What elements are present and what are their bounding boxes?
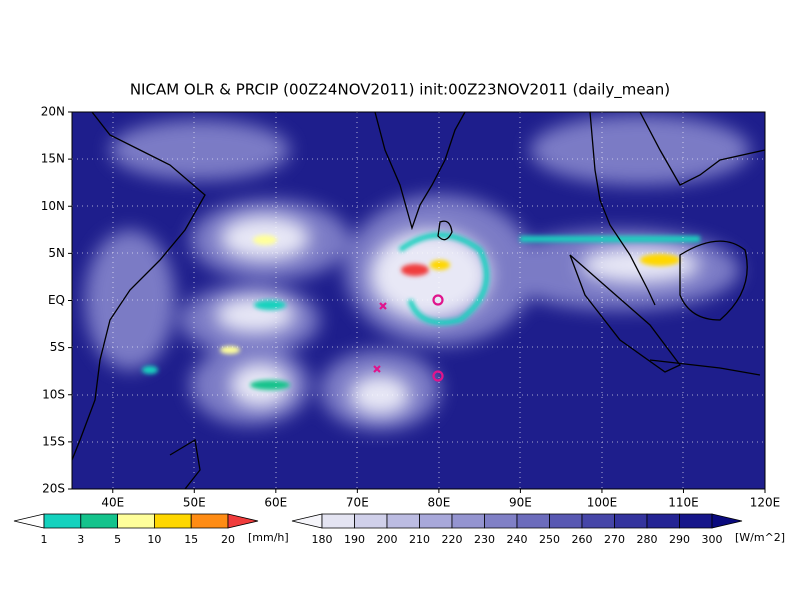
colorbar-label: 10 — [147, 533, 161, 546]
colorbar-unit: [W/m^2] — [735, 531, 785, 544]
colorbar-label: 270 — [604, 533, 625, 546]
lon-label: 90E — [509, 496, 532, 510]
lat-label: 20S — [42, 482, 65, 496]
colorbar-label: 5 — [114, 533, 121, 546]
colorbar-swatch — [291, 513, 323, 529]
lat-label: 20N — [41, 105, 65, 119]
map-image — [72, 112, 765, 489]
colorbar-swatch — [516, 513, 550, 529]
colorbar-label: 15 — [184, 533, 198, 546]
lat-label: 15N — [41, 152, 65, 166]
colorbar-unit: [mm/h] — [248, 531, 289, 544]
lon-label: 100E — [587, 496, 618, 510]
colorbar-label: 1 — [41, 533, 48, 546]
lon-label: 60E — [264, 496, 287, 510]
colorbar-swatch — [321, 513, 355, 529]
colorbar-label: 3 — [77, 533, 84, 546]
colorbar-swatch — [386, 513, 420, 529]
colorbar-label: 200 — [377, 533, 398, 546]
lon-label: 110E — [668, 496, 699, 510]
colorbar-swatch — [451, 513, 485, 529]
lon-label: 70E — [346, 496, 369, 510]
colorbar-swatch — [614, 513, 648, 529]
lat-label: 5N — [48, 246, 65, 260]
colorbar-swatch — [679, 513, 713, 529]
colorbar-label: 190 — [344, 533, 365, 546]
colorbar-swatch — [419, 513, 453, 529]
lat-label: 15S — [42, 434, 65, 448]
colorbar-label: 220 — [442, 533, 463, 546]
lat-label: 10N — [41, 199, 65, 213]
colorbar-label: 300 — [702, 533, 723, 546]
lon-label: 50E — [183, 496, 206, 510]
colorbar-swatch — [549, 513, 583, 529]
colorbar-swatch — [190, 513, 229, 529]
lat-label: EQ — [48, 293, 65, 307]
colorbar-label: 210 — [409, 533, 430, 546]
lat-label: 10S — [42, 387, 65, 401]
colorbar-swatch — [227, 513, 259, 529]
colorbar-swatch — [581, 513, 615, 529]
lon-label: 120E — [750, 496, 781, 510]
colorbar-swatch — [484, 513, 518, 529]
colorbar-label: 20 — [221, 533, 235, 546]
lat-label: 5S — [50, 340, 65, 354]
colorbar-label: 180 — [312, 533, 333, 546]
colorbar-swatch — [117, 513, 155, 529]
colorbar-swatch — [80, 513, 118, 529]
colorbar-swatch — [711, 513, 743, 529]
colorbar-swatch — [43, 513, 82, 529]
colorbar-swatch — [354, 513, 388, 529]
colorbar-label: 230 — [474, 533, 495, 546]
colorbar-swatch — [13, 513, 45, 529]
colorbar-label: 280 — [637, 533, 658, 546]
title: NICAM OLR & PRCIP (00Z24NOV2011) init:00… — [130, 81, 670, 100]
colorbar-swatch — [646, 513, 680, 529]
colorbar-swatch — [154, 513, 192, 529]
colorbar-label: 240 — [507, 533, 528, 546]
lon-label: 80E — [427, 496, 450, 510]
lon-label: 40E — [101, 496, 124, 510]
colorbar-label: 250 — [539, 533, 560, 546]
colorbar-label: 290 — [669, 533, 690, 546]
colorbar-label: 260 — [572, 533, 593, 546]
